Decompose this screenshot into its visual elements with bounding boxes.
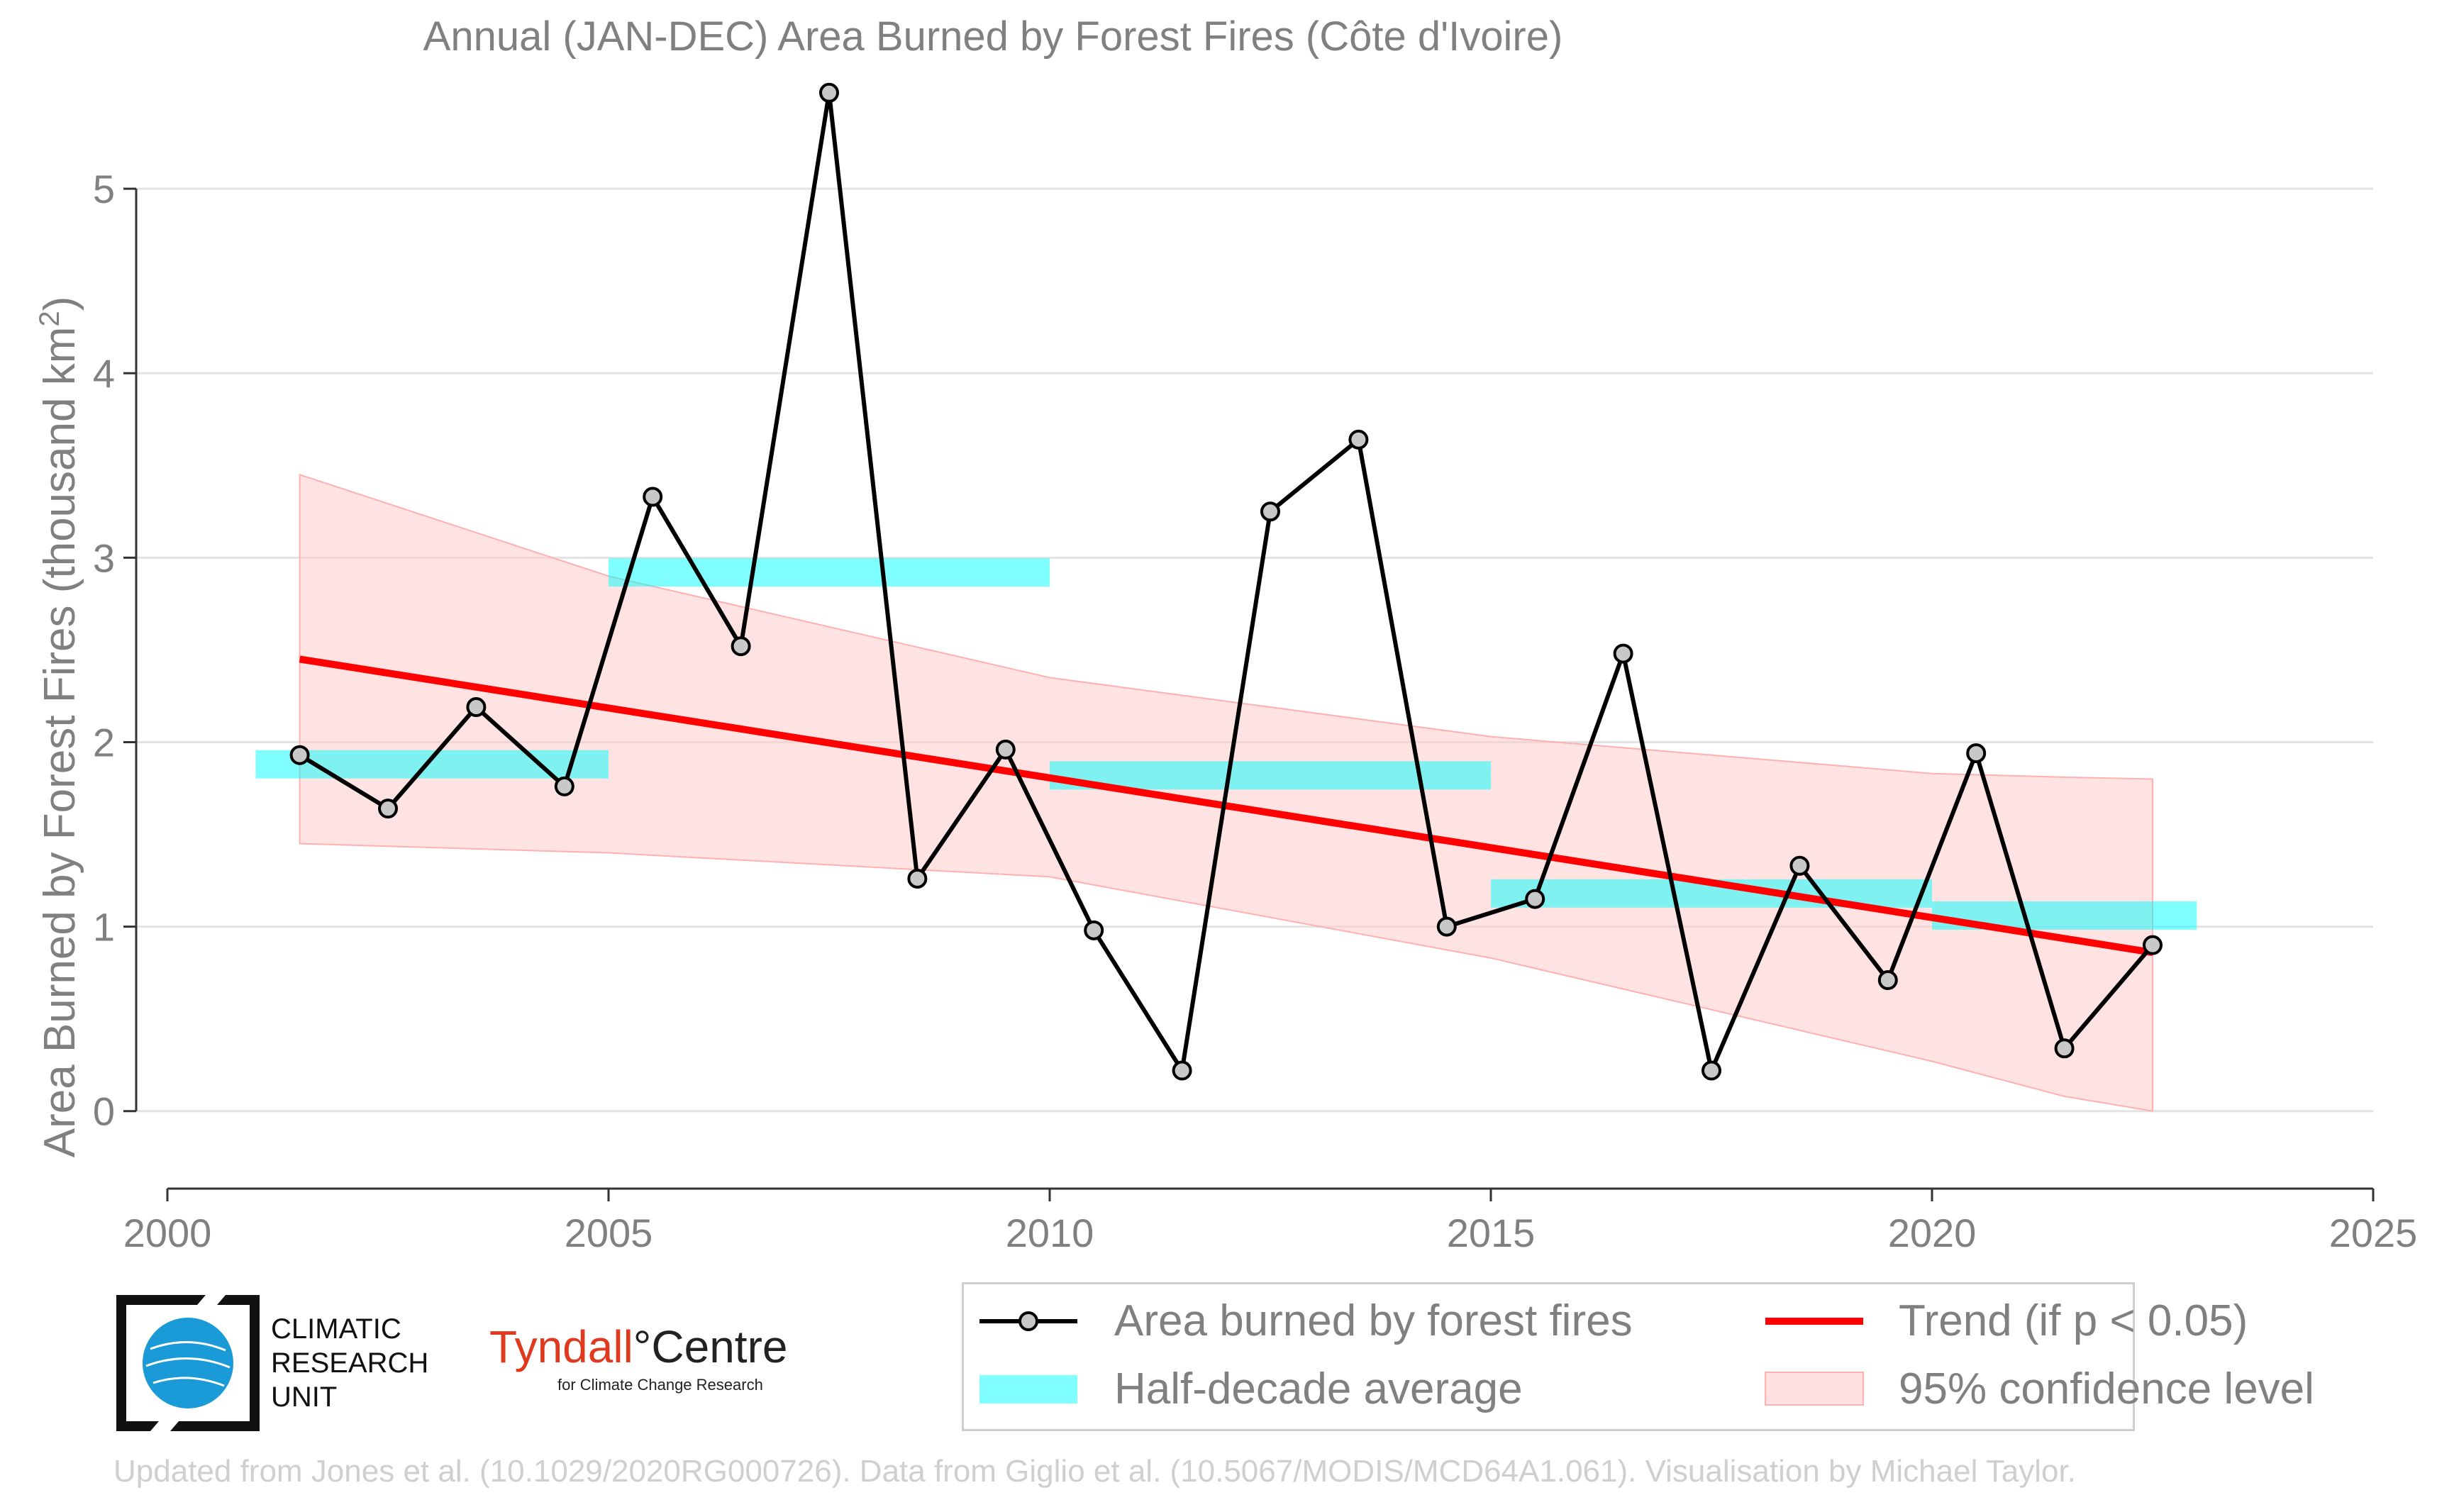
data-point-2018.5 — [1789, 855, 1810, 876]
data-point-2005.5 — [643, 487, 663, 507]
tyndall-part2: °Centre — [633, 1321, 788, 1372]
data-point-2015.5 — [1525, 889, 1545, 909]
chart-title: Annual (JAN-DEC) Area Burned by Forest F… — [423, 13, 1563, 60]
trend-line-path — [299, 655, 2153, 956]
data-point-2003.5 — [466, 697, 487, 718]
x-tick-label-2025: 2025 — [2329, 1211, 2418, 1255]
data-point-2006.5 — [731, 636, 751, 657]
legend: Area burned by forest fires Half-decade … — [962, 1282, 2314, 1431]
y-tick-label-0: 0 — [93, 1089, 115, 1134]
data-point-2013.5 — [1348, 429, 1369, 450]
y-axis-label: Area Burned by Forest Fires (thousand km… — [34, 296, 84, 1158]
legend-ci-swatch — [1765, 1372, 1864, 1406]
x-tick-label-2015: 2015 — [1447, 1211, 1536, 1255]
x-tick-label-2020: 2020 — [1888, 1211, 1977, 1255]
data-point-2014.5 — [1436, 916, 1457, 937]
cru-logo: CLIMATIC RESEARCH UNIT — [113, 1292, 511, 1434]
axes: 0 1 2 3 4 5 2000 2005 2010 2015 2020 2025 — [93, 167, 2417, 1255]
data-point-2016.5 — [1613, 643, 1633, 664]
legend-label-trend: Trend (if p < 0.05) — [1899, 1296, 2248, 1345]
cru-line2: RESEARCH — [271, 1347, 429, 1379]
legend-marker-swatch — [1018, 1311, 1038, 1331]
data-point-2004.5 — [554, 776, 574, 796]
legend-label-half: Half-decade average — [1114, 1364, 1523, 1413]
legend-half-swatch — [979, 1375, 1077, 1403]
data-point-2010.5 — [1084, 920, 1104, 940]
cru-line3: UNIT — [271, 1382, 338, 1413]
cru-line1: CLIMATIC — [271, 1313, 401, 1345]
data-point-2007.5 — [819, 82, 839, 103]
x-tick-label-2000: 2000 — [123, 1211, 212, 1255]
data-point-2019.5 — [1877, 970, 1898, 991]
data-point-2020.5 — [1966, 743, 1987, 764]
data-point-2017.5 — [1702, 1060, 1721, 1081]
data-series — [289, 82, 2163, 1081]
half-decade-bars — [255, 558, 2197, 930]
data-point-2002.5 — [378, 799, 398, 819]
data-point-2011.5 — [1172, 1060, 1192, 1081]
trend-line — [299, 655, 2153, 956]
chart-canvas: 0 1 2 3 4 5 2000 2005 2010 2015 2020 2025 — [93, 82, 2417, 1255]
y-tick-label-4: 4 — [93, 351, 115, 396]
data-point-2022.5 — [2143, 935, 2163, 955]
legend-label-ci: 95% confidence level — [1899, 1364, 2314, 1413]
y-tick-label-5: 5 — [93, 167, 115, 211]
data-point-2021.5 — [2054, 1038, 2075, 1059]
legend-label-line: Area burned by forest fires — [1114, 1296, 1633, 1345]
half-decade-bar-1 — [609, 558, 1050, 587]
y-tick-label-2: 2 — [93, 720, 115, 765]
tyndall-part1: Tyndall — [489, 1321, 633, 1372]
tyndall-subtitle: for Climate Change Research — [557, 1376, 763, 1394]
y-tick-label-1: 1 — [93, 905, 115, 950]
series-line — [299, 90, 2155, 1073]
data-point-2012.5 — [1260, 501, 1280, 522]
tyndall-logo: Tyndall°Centre for Climate Change Resear… — [489, 1321, 816, 1399]
x-tick-label-2005: 2005 — [565, 1211, 653, 1255]
data-point-2008.5 — [907, 868, 928, 889]
data-point-2009.5 — [995, 739, 1016, 760]
x-tick-label-2010: 2010 — [1006, 1211, 1094, 1255]
y-tick-label-3: 3 — [93, 535, 115, 580]
footer-credit: Updated from Jones et al. (10.1029/2020R… — [113, 1454, 2076, 1489]
data-point-2001.5 — [289, 745, 310, 765]
